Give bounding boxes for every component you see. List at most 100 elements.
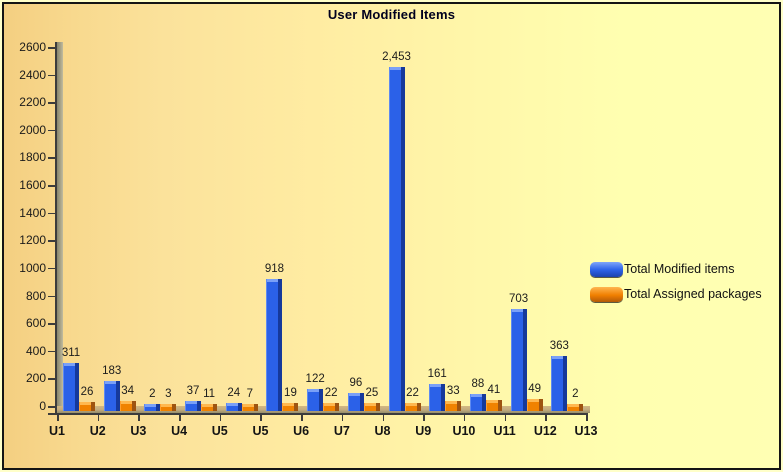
y-axis-tick-label: 1200: [19, 233, 46, 248]
x-axis-tick: [97, 415, 100, 421]
x-axis-category-label: U5: [252, 424, 269, 438]
bar-value-label-assigned: 49: [528, 383, 541, 396]
bar-value-label-modified: 2: [149, 388, 156, 400]
bar-value-label-assigned: 22: [406, 386, 419, 399]
bar-total-assigned-packages: [404, 402, 421, 411]
x-axis-category-label: U4: [171, 424, 188, 438]
legend-item-modified: Total Modified items: [590, 261, 762, 277]
bar-value-label-modified: 183: [102, 364, 122, 377]
x-axis-tick: [423, 415, 425, 421]
y-axis-tick-label: 200: [25, 371, 46, 386]
bar-top-face: [552, 355, 564, 359]
y-axis-tick: [48, 267, 55, 270]
y-axis-tick-label: 800: [25, 288, 46, 303]
bar-total-assigned-packages: [526, 399, 543, 411]
bar-top-face: [430, 383, 442, 387]
bar-top-face: [446, 401, 458, 405]
y-axis-tick-label: 600: [25, 316, 46, 331]
y-axis-tick-label: 2600: [19, 40, 46, 54]
y-axis-tick: [48, 129, 55, 132]
y-axis-tick: [48, 378, 55, 380]
bar-total-modified-items: [225, 402, 242, 411]
x-axis-category-label: U3: [130, 424, 147, 438]
bar-value-label-modified: 122: [305, 373, 325, 386]
legend-swatch-modified-icon: [590, 261, 623, 277]
y-axis-tick-label: 1600: [19, 178, 46, 193]
bar-top-face: [64, 363, 75, 367]
x-axis-category-label: U10: [452, 424, 476, 438]
y-axis-tick-label: 1000: [19, 260, 46, 275]
x-axis-tick: [545, 415, 547, 421]
x-axis-category-label: U5: [211, 424, 228, 438]
legend-swatch-assigned-icon: [590, 286, 623, 302]
bar-top-face: [226, 402, 238, 406]
bar-total-modified-items: [510, 308, 527, 411]
x-axis-category-label: U13: [574, 424, 598, 438]
bar-value-label-modified: 363: [549, 339, 569, 352]
bar-value-label-assigned: 11: [203, 388, 216, 400]
bar-total-assigned-packages: [241, 404, 258, 411]
bar-top-face: [267, 279, 279, 283]
bar-total-assigned-packages: [119, 401, 136, 411]
y-axis-tick: [48, 47, 55, 49]
x-axis-category-label: U7: [333, 424, 350, 438]
bar-total-modified-items: [551, 355, 568, 411]
y-axis-tick-label: 400: [25, 343, 46, 358]
x-axis-tick: [138, 415, 140, 421]
y-axis-tick-label: 2000: [19, 122, 46, 137]
x-axis-tick: [382, 415, 385, 421]
y-axis-tick: [48, 185, 55, 187]
bar-top-face: [80, 402, 91, 406]
y-axis-tick: [48, 74, 55, 77]
y-axis-tick: [48, 295, 55, 298]
bar-total-assigned-packages: [567, 404, 584, 411]
y-axis-tick-label: 1800: [19, 150, 46, 165]
x-axis-tick: [57, 415, 59, 421]
x-axis-tick: [219, 415, 222, 421]
bar-total-modified-items: [388, 67, 405, 411]
legend-label-modified: Total Modified items: [624, 262, 735, 276]
bar-value-label-assigned: 22: [324, 386, 338, 399]
bar-value-label-assigned: 2: [572, 388, 579, 400]
bar-value-label-assigned: 3: [165, 388, 172, 400]
y-axis-tick: [48, 323, 55, 325]
x-axis-tick: [586, 415, 588, 421]
bar-top-face: [568, 404, 580, 407]
y-axis-tick: [48, 102, 55, 104]
bar-top-face: [104, 380, 116, 384]
bar-top-face: [527, 399, 539, 403]
bar-top-face: [364, 402, 376, 406]
bar-value-label-assigned: 26: [80, 386, 94, 399]
x-axis-category-label: U8: [374, 424, 391, 438]
y-axis-3d-wall: [57, 42, 63, 413]
legend-label-assigned: Total Assigned packages: [624, 287, 762, 301]
bar-top-face: [389, 67, 401, 71]
bar-value-label-assigned: 19: [284, 387, 297, 400]
bar-total-modified-items: [347, 392, 364, 411]
bar-top-face: [186, 400, 198, 404]
y-axis-line: [55, 42, 57, 415]
bar-top-face: [242, 404, 254, 407]
bar-total-assigned-packages: [363, 402, 380, 411]
bar-value-label-modified: 37: [186, 384, 200, 397]
bar-total-assigned-packages: [79, 402, 95, 411]
x-axis-tick: [301, 415, 303, 421]
bar-value-label-modified: 161: [427, 367, 447, 380]
bar-value-label-modified: 311: [61, 347, 81, 360]
x-axis-category-label: U1: [49, 424, 65, 438]
bar-value-label-assigned: 34: [121, 385, 135, 398]
bar-total-modified-items: [307, 389, 324, 411]
x-axis-tick: [179, 415, 181, 421]
bar-top-face: [161, 404, 173, 407]
y-axis-tick-label: 2400: [19, 67, 46, 82]
bar-top-face: [120, 401, 132, 405]
x-axis-category-label: U6: [293, 424, 310, 438]
y-axis-tick: [48, 350, 55, 353]
y-axis-tick-label: 2200: [19, 95, 46, 110]
bar-top-face: [405, 402, 417, 406]
bar-value-label-modified: 918: [264, 263, 285, 276]
bar-value-label-modified: 24: [227, 386, 241, 399]
bar-value-label-assigned: 41: [487, 384, 501, 397]
